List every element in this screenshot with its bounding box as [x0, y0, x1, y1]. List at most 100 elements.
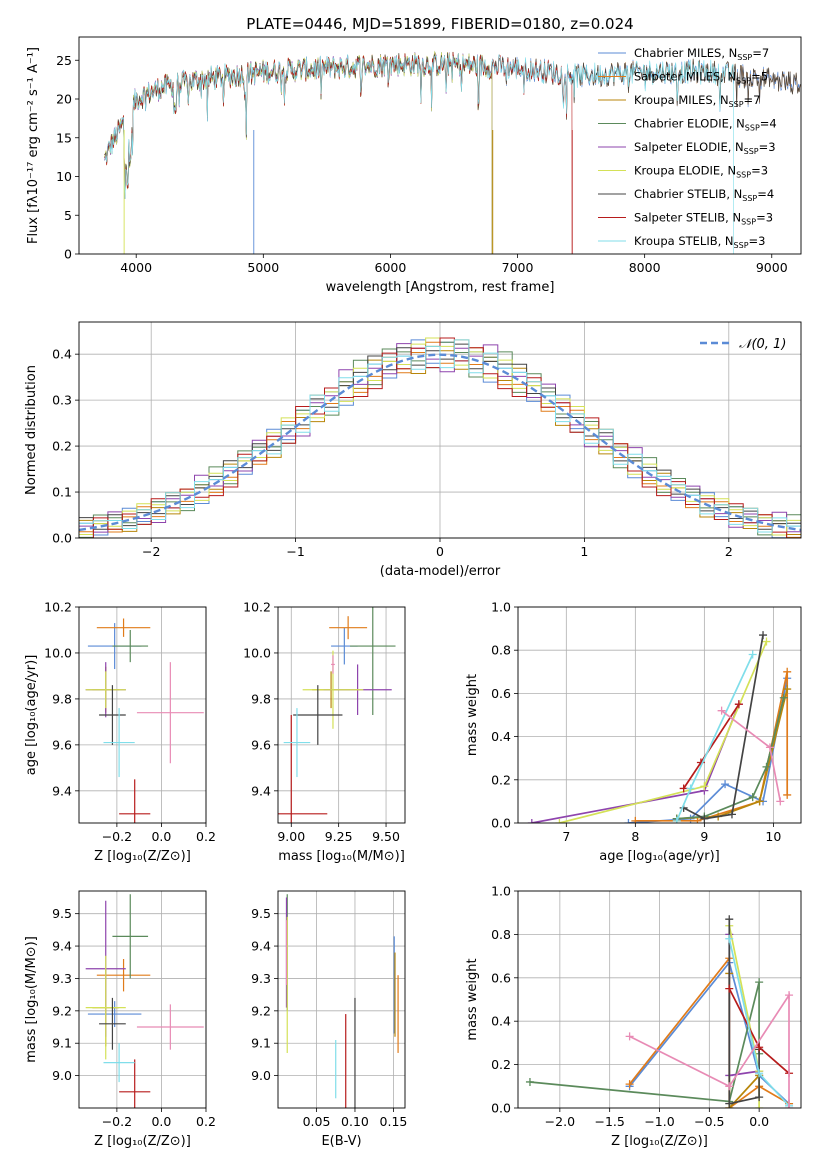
plus-marker: [755, 1104, 764, 1108]
x-tick-label: 1: [580, 544, 588, 559]
axes-frame: [517, 890, 802, 1109]
plus-marker: [631, 816, 640, 823]
x-tick-label: 9.50: [372, 829, 400, 844]
plus-marker: [783, 685, 792, 694]
mass-vs-EBV-xlabel: E(B-V): [321, 1134, 361, 1149]
spectrum-axes: 4000 5000 6000 7000 8000 9000 0 5 10 15 20 25 wavele…: [26, 15, 802, 295]
axes-frame: [277, 890, 406, 1109]
error-bar-point: [136, 662, 204, 764]
mass-weight-line: [628, 955, 790, 1108]
plus-marker: [700, 782, 709, 791]
y-tick-label: 0.0: [491, 816, 511, 831]
spectrum-legend: Chabrier MILES, NSSP=7 Salpeter MILES, NS…: [598, 46, 777, 250]
plus-marker: [779, 693, 788, 702]
plus-marker: [555, 819, 564, 823]
age-vs-Z-plot-area: [85, 618, 204, 823]
plus-marker: [785, 1104, 794, 1108]
y-tick-label: 9.2: [52, 1003, 72, 1018]
mass-weight-series: [679, 700, 743, 793]
y-tick-label: 0.4: [52, 347, 72, 362]
error-bar-point: [96, 618, 151, 637]
y-tick-label: 0: [64, 247, 72, 262]
age-vs-mass-xlabel: mass [log₁₀(M/M⊙)]: [278, 849, 405, 864]
y-tick-label: 0.0: [52, 531, 72, 546]
x-tick-label: 9.25: [325, 829, 353, 844]
mass-weight-series: [679, 631, 768, 823]
massweight-vs-Z-axes: −2.0 −1.5 −1.0 −0.5 0.0 0.0 0.2 0.4 0.6 0.8 1.0 Z […: [465, 884, 802, 1149]
x-tick-label: 0.10: [341, 1114, 369, 1129]
x-tick-label: 9.00: [277, 829, 305, 844]
y-tick-label: 9.1: [52, 1036, 72, 1051]
axes-frame: [78, 890, 207, 1109]
x-tick-label: 8: [631, 829, 639, 844]
mass-weight-line: [629, 992, 790, 1108]
y-tick-label: 5: [64, 208, 72, 223]
mass-vs-EBV-plot-area: [285, 894, 399, 1108]
legend-entry: Chabrier MILES, NSSP=7: [634, 46, 769, 62]
plus-marker: [755, 978, 764, 987]
spectrum-series-line: [104, 52, 493, 254]
massweight-vs-age-plot-area: [527, 631, 792, 823]
y-tick-label: 15: [56, 130, 72, 145]
mass-weight-line: [676, 697, 785, 820]
x-tick-label: 10: [765, 829, 781, 844]
y-tick-label: 25: [56, 53, 72, 68]
x-tick-label: 0: [436, 544, 444, 559]
mass-vs-EBV-axes: 0.05 0.10 0.15 9.0 9.1 9.2 9.3 9.4 9.5 E(B-V): [251, 890, 407, 1149]
residuals-axes: −2 −1 0 1 2 0.0 0.1 0.2 0.3 0.4 (data-model)/error…: [24, 321, 802, 579]
x-tick-label: −0.2: [102, 1114, 132, 1129]
legend-entry: Salpeter STELIB, NSSP=3: [634, 211, 773, 227]
y-tick-label: 9.5: [251, 906, 271, 921]
y-tick-label: 0.0: [491, 1101, 511, 1116]
spectrum-title: PLATE=0446, MJD=51899, FIBERID=0180, z=0…: [246, 15, 633, 33]
plus-marker: [725, 1099, 734, 1108]
x-tick-label: −0.5: [694, 1114, 724, 1129]
x-tick-label: 0.0: [749, 1114, 769, 1129]
mass-vs-Z-ylabel: mass [log₁₀(M/M⊙)]: [24, 936, 39, 1063]
x-tick-label: 7: [562, 829, 570, 844]
age-vs-Z-axes: −0.2 0.0 0.2 9.4 9.6 9.8 10.0 10.2 Z [log₁₀(Z/Z⊙…: [24, 600, 216, 865]
x-tick-label: 5000: [247, 260, 279, 275]
plus-marker: [755, 1093, 764, 1102]
y-tick-label: 9.5: [52, 906, 72, 921]
legend-entry: Kroupa STELIB, NSSP=3: [634, 234, 765, 250]
error-bar-point: [112, 894, 149, 979]
plus-marker: [727, 810, 736, 819]
y-tick-label: 9.8: [251, 691, 271, 706]
residuals-plot-area: [79, 337, 801, 538]
plus-marker: [762, 637, 771, 646]
y-tick-label: 9.1: [251, 1036, 271, 1051]
plus-marker: [748, 793, 757, 802]
legend-entry: Salpeter ELODIE, NSSP=3: [634, 140, 776, 156]
plus-marker: [734, 700, 743, 709]
y-tick-label: 9.3: [52, 971, 72, 986]
axes-frame: [78, 36, 802, 255]
error-bar-point: [278, 715, 328, 823]
plus-marker: [725, 915, 734, 924]
y-tick-label: 0.1: [52, 485, 72, 500]
x-tick-label: 6000: [375, 260, 407, 275]
x-tick-label: 8000: [629, 260, 661, 275]
x-tick-label: 0.0: [151, 1114, 171, 1129]
error-bar-point: [283, 708, 311, 778]
error-bar-point: [85, 955, 126, 1060]
mass-weight-series: [672, 650, 757, 823]
error-bar-point: [350, 607, 396, 715]
mass-weight-line: [683, 634, 764, 820]
y-tick-label: 9.4: [251, 783, 271, 798]
histogram-series: [79, 339, 801, 533]
plus-marker: [765, 743, 774, 752]
axes-frame: [517, 606, 802, 824]
plus-marker: [762, 762, 771, 771]
legend-entry: Chabrier STELIB, NSSP=4: [634, 187, 774, 203]
legend-entry: Kroupa ELODIE, NSSP=3: [634, 164, 768, 180]
age-vs-Z-ylabel: age [log₁₀(age/yr)]: [24, 655, 39, 776]
error-bar-point: [329, 616, 368, 640]
x-tick-label: 0.2: [196, 1114, 216, 1129]
mass-vs-Z-plot-area: [85, 894, 204, 1108]
legend-entry: 𝒩(0, 1): [739, 337, 786, 352]
plus-marker: [725, 1082, 734, 1091]
spectrum-series-line: [104, 50, 493, 254]
y-tick-label: 10.0: [44, 645, 72, 660]
